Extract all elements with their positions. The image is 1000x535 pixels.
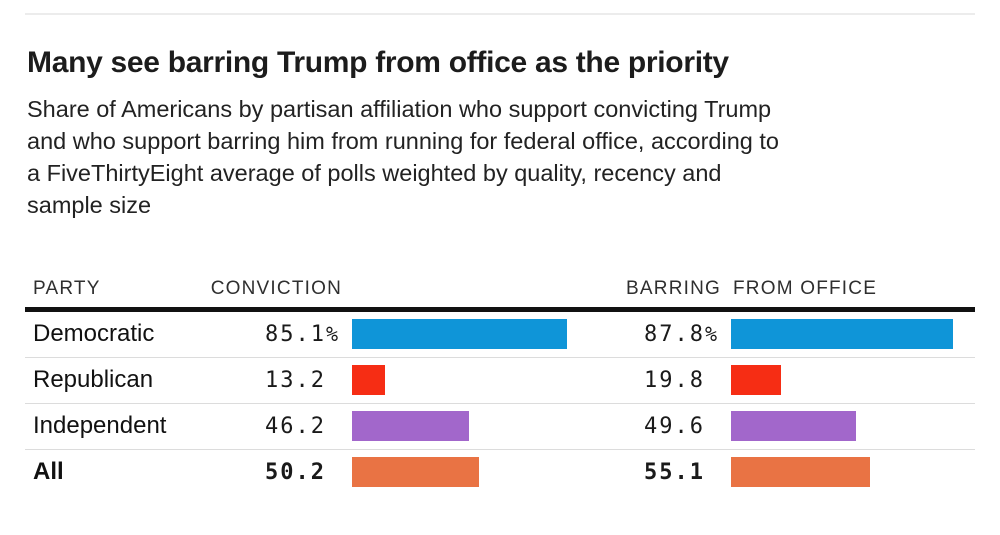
party-label: Democratic <box>33 320 155 347</box>
conviction-bar-track <box>352 365 605 395</box>
barring-value: 87.8 <box>644 321 705 347</box>
conviction-value: 85.1 <box>265 321 326 347</box>
barring-bar <box>731 411 857 441</box>
barring-bar-track <box>731 411 975 441</box>
conviction-bar <box>352 411 469 441</box>
conviction-bar <box>352 319 568 349</box>
page-title: Many see barring Trump from office as th… <box>27 46 729 79</box>
column-header-party: PARTY <box>33 277 101 299</box>
column-header-conviction: CONVICTION <box>210 277 342 299</box>
column-header-barring: BARRING <box>626 277 721 299</box>
barring-value: 49.6 <box>644 413 705 439</box>
conviction-value: 46.2 <box>265 413 326 439</box>
chart-subtitle: Share of Americans by partisan affiliati… <box>27 93 975 221</box>
percent-sign: % <box>705 322 718 346</box>
barring-bar-track <box>731 365 975 395</box>
barring-bar <box>731 319 954 349</box>
poll-table: PARTY CONVICTION BARRING FROM OFFICE Dem… <box>25 278 975 495</box>
conviction-bar <box>352 457 479 487</box>
subtitle-line: sample size <box>27 191 152 218</box>
conviction-value: 13.2 <box>265 367 326 393</box>
barring-bar <box>731 457 871 487</box>
party-label: Republican <box>33 366 154 393</box>
barring-bar-track <box>731 457 975 487</box>
table-row: All 50.2 55.1 <box>25 448 975 495</box>
barring-value: 19.8 <box>644 367 705 393</box>
subtitle-line: Share of Americans by partisan affiliati… <box>27 95 772 122</box>
table-row: Democratic 85.1 % 87.8 % <box>25 312 975 357</box>
subtitle-line: a FiveThirtyEight average of polls weigh… <box>27 159 722 186</box>
conviction-bar-track <box>352 457 605 487</box>
table-row: Republican 13.2 19.8 <box>25 356 975 403</box>
conviction-bar <box>352 365 386 395</box>
conviction-bar-track <box>352 411 605 441</box>
barring-bar <box>731 365 782 395</box>
barring-value: 55.1 <box>644 459 705 485</box>
percent-sign: % <box>326 322 339 346</box>
column-header-from-office: FROM OFFICE <box>733 277 878 299</box>
table-row: Independent 46.2 49.6 <box>25 402 975 449</box>
barring-bar-track <box>731 319 975 349</box>
subtitle-line: and who support barring him from running… <box>27 127 779 154</box>
top-divider <box>25 13 975 15</box>
party-label: All <box>33 458 64 485</box>
conviction-value: 50.2 <box>265 459 326 485</box>
table-header-row: PARTY CONVICTION BARRING FROM OFFICE <box>25 278 975 312</box>
conviction-bar-track <box>352 319 605 349</box>
table-body: Democratic 85.1 % 87.8 % Republican 13.2… <box>25 312 975 495</box>
party-label: Independent <box>33 412 167 439</box>
